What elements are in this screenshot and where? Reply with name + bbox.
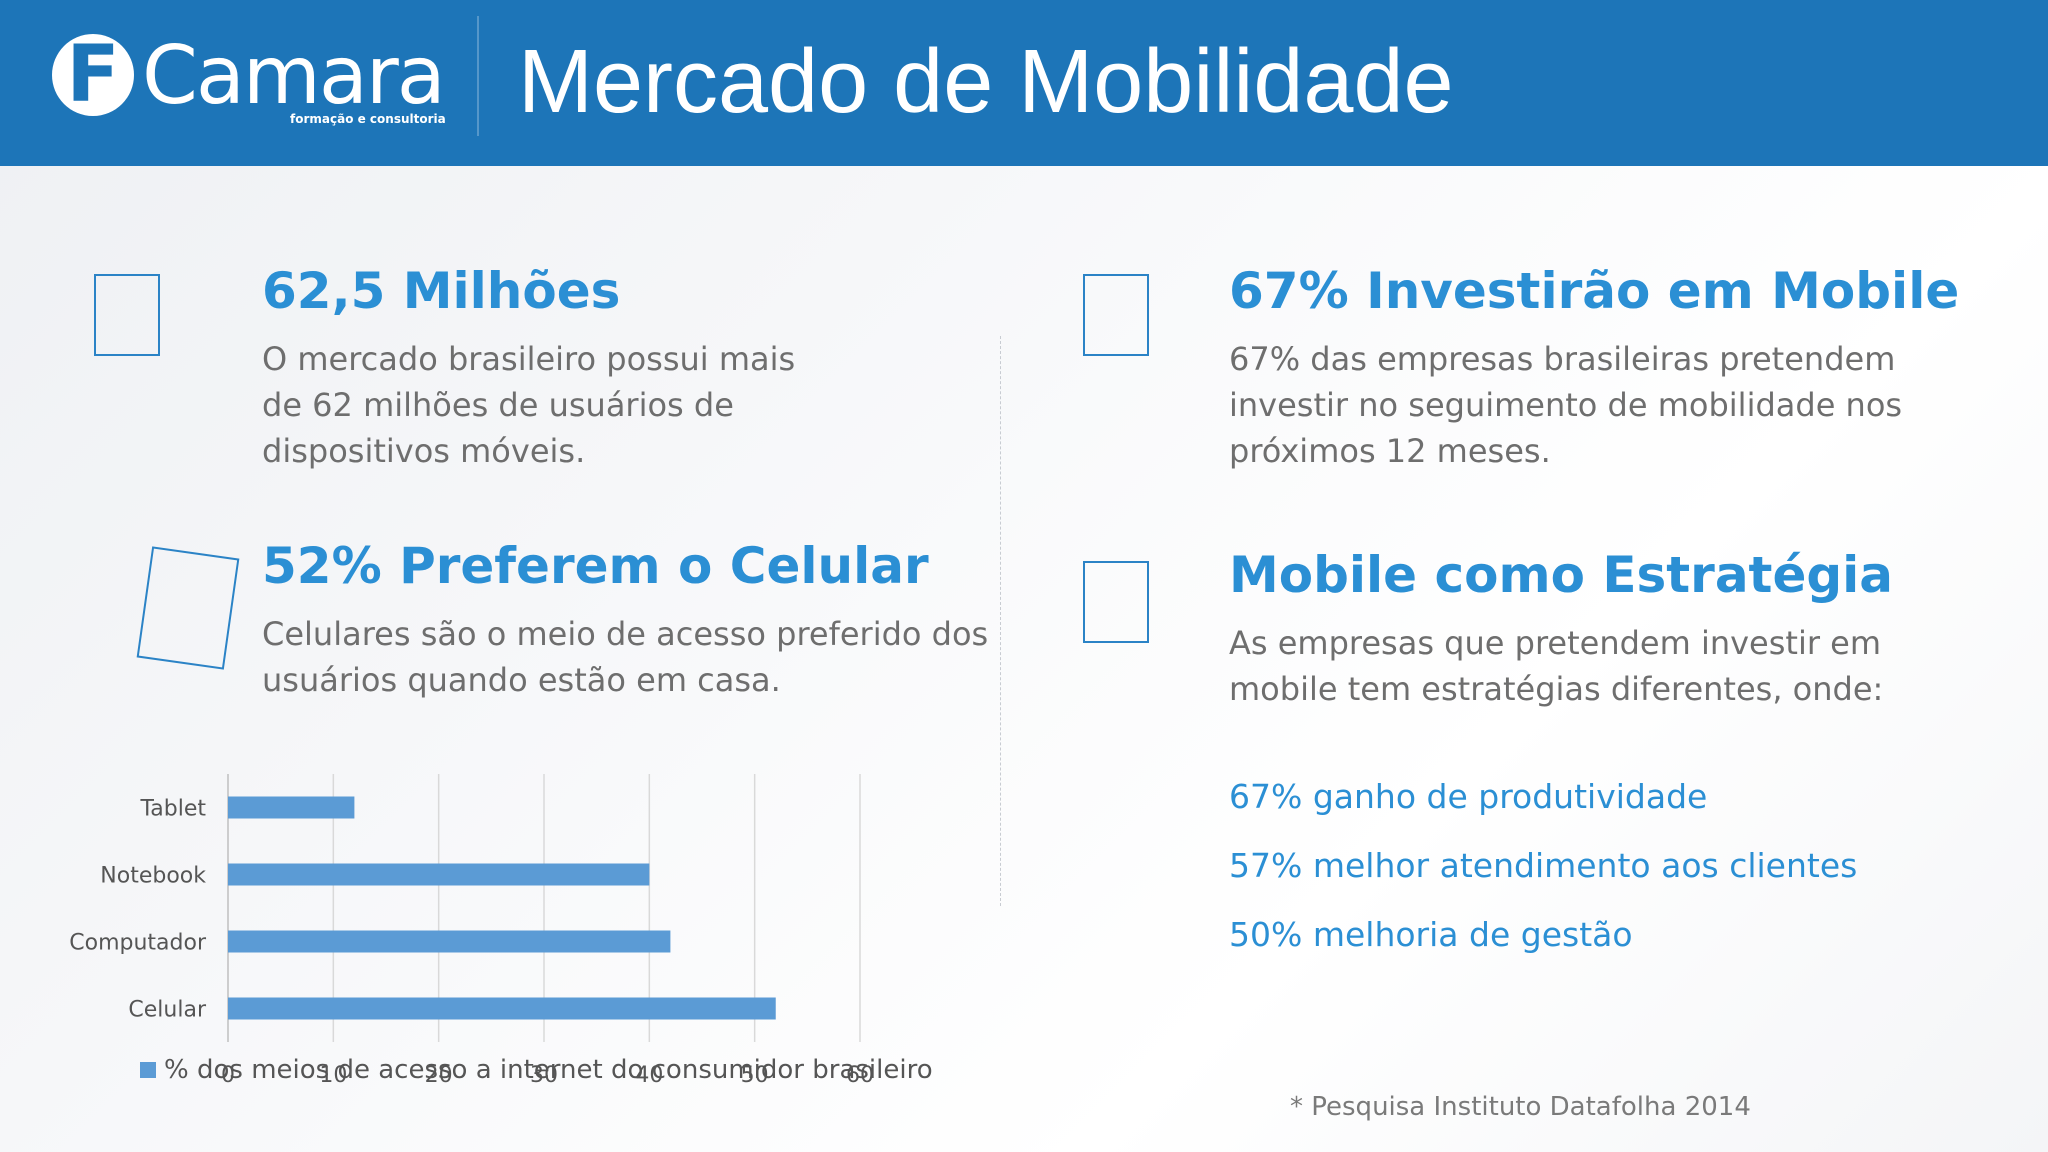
section-description: O mercado brasileiro possui mais de 62 m… bbox=[262, 336, 962, 474]
bar-notebook bbox=[228, 863, 650, 886]
header-divider bbox=[477, 16, 479, 136]
x-tick-label: 40 bbox=[635, 1063, 663, 1088]
tilted-checkbox-icon bbox=[136, 546, 240, 670]
description-line: usuários quando estão em casa. bbox=[262, 661, 781, 699]
section-description: As empresas que pretendem investir em mo… bbox=[1229, 620, 2009, 712]
description-line: mobile tem estratégias diferentes, onde: bbox=[1229, 670, 1884, 708]
checkbox-icon bbox=[1083, 274, 1149, 356]
description-line: investir no seguimento de mobilidade nos bbox=[1229, 386, 1903, 424]
description-line: de 62 milhões de usuários de bbox=[262, 386, 734, 424]
description-line: dispositivos móveis. bbox=[262, 432, 586, 470]
section-description: 67% das empresas brasileiras pretendem i… bbox=[1229, 336, 2009, 474]
strategy-item: 57% melhor atendimento aos clientes bbox=[1229, 846, 1858, 885]
category-label: Celular bbox=[128, 998, 207, 1023]
checkbox-icon bbox=[1083, 561, 1149, 643]
section-description: Celulares são o meio de acesso preferido… bbox=[262, 611, 1002, 703]
description-line: 67% das empresas brasileiras pretendem bbox=[1229, 340, 1896, 378]
checkbox-icon bbox=[94, 274, 160, 356]
x-tick-label: 50 bbox=[741, 1063, 769, 1088]
description-line: próximos 12 meses. bbox=[1229, 432, 1551, 470]
bar-celular bbox=[228, 997, 776, 1020]
section-heading: 62,5 Milhões bbox=[262, 262, 621, 320]
logo-tagline: formação e consultoria bbox=[290, 112, 446, 126]
footnote: * Pesquisa Instituto Datafolha 2014 bbox=[1290, 1092, 1751, 1122]
x-tick-label: 0 bbox=[221, 1063, 235, 1088]
legend-label: % dos meios de acesso a internet do cons… bbox=[164, 1055, 933, 1085]
column-divider bbox=[1000, 336, 1001, 906]
description-line: O mercado brasileiro possui mais bbox=[262, 340, 796, 378]
category-label: Notebook bbox=[100, 864, 206, 889]
page-title: Mercado de Mobilidade bbox=[518, 32, 1454, 132]
bar-tablet bbox=[228, 796, 355, 819]
x-tick-label: 30 bbox=[530, 1063, 558, 1088]
x-tick-label: 20 bbox=[425, 1063, 453, 1088]
strategy-item: 50% melhoria de gestão bbox=[1229, 915, 1633, 954]
category-label: Tablet bbox=[139, 797, 206, 822]
section-heading: 52% Preferem o Celular bbox=[262, 537, 929, 595]
category-label: Computador bbox=[69, 931, 207, 956]
description-line: As empresas que pretendem investir em bbox=[1229, 624, 1882, 662]
bar-chart: 0 10 20 30 40 50 60 Tablet Notebook Computador Cel… bbox=[69, 774, 874, 1088]
x-tick-label: 60 bbox=[846, 1063, 874, 1088]
chart-legend: % dos meios de acesso a internet do cons… bbox=[140, 1052, 933, 1088]
strategy-item: 67% ganho de produtividade bbox=[1229, 777, 1708, 816]
section-heading: Mobile como Estratégia bbox=[1229, 546, 1894, 604]
header-bar: F Camara formação e consultoria Mercado … bbox=[0, 0, 2048, 166]
description-line: Celulares são o meio de acesso preferido… bbox=[262, 615, 989, 653]
section-heading: 67% Investirão em Mobile bbox=[1229, 262, 1960, 320]
legend-swatch bbox=[140, 1062, 156, 1078]
logo-wordmark: Camara bbox=[142, 29, 446, 122]
bar-computador bbox=[228, 930, 671, 953]
x-tick-label: 10 bbox=[319, 1063, 347, 1088]
logo-icon: F bbox=[52, 34, 134, 116]
